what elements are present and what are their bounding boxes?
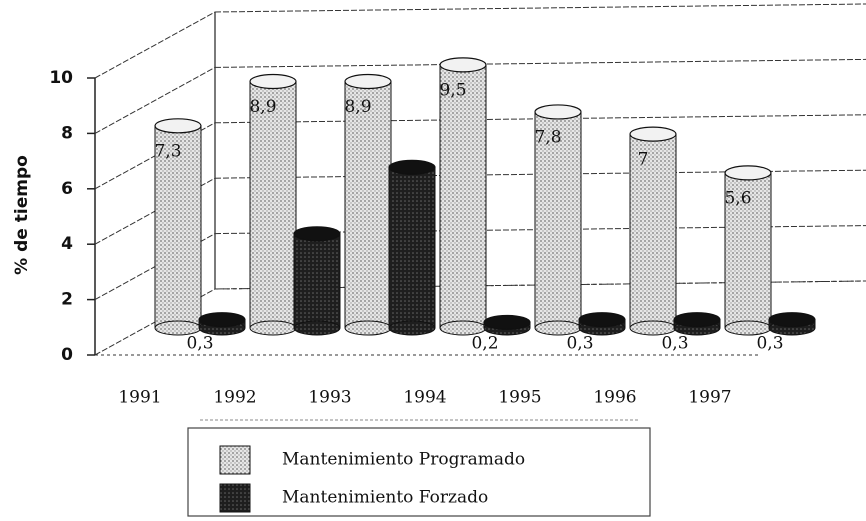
y-tick-label: 0 xyxy=(61,345,73,365)
bar xyxy=(344,80,392,329)
data-label: 0,3 xyxy=(186,334,213,354)
legend-swatch xyxy=(219,483,251,513)
x-tick-label: 1996 xyxy=(593,388,636,408)
grid-line xyxy=(94,66,216,134)
data-label: 8,9 xyxy=(344,97,371,117)
x-tick-label: 1992 xyxy=(213,388,256,408)
bar-top xyxy=(483,314,531,331)
y-tick-label: 2 xyxy=(61,290,73,310)
bar-top xyxy=(578,312,626,328)
y-tick-label: 10 xyxy=(49,68,73,88)
bar-top xyxy=(388,159,436,175)
data-label: 9,5 xyxy=(439,80,466,100)
x-tick-label: 1994 xyxy=(403,388,446,408)
bar-base xyxy=(388,320,436,336)
bar xyxy=(293,233,341,329)
bar xyxy=(388,166,436,329)
x-tick-label: 1993 xyxy=(308,388,351,408)
data-label: 0,3 xyxy=(756,334,783,354)
bar-top xyxy=(344,73,392,90)
bar-base xyxy=(293,320,341,336)
grid-line xyxy=(214,58,866,68)
bar-top xyxy=(768,312,816,328)
bar-top xyxy=(629,126,677,142)
bar-top xyxy=(198,312,246,328)
bar-top xyxy=(293,226,341,242)
data-label: 5,6 xyxy=(724,188,751,208)
legend-label: Mantenimiento Forzado xyxy=(282,488,488,508)
bar xyxy=(439,64,487,329)
data-label: 7 xyxy=(638,150,649,170)
data-label: 8,9 xyxy=(249,97,276,117)
data-label: 0,3 xyxy=(661,334,688,354)
bar-top xyxy=(724,165,772,181)
bar-base xyxy=(344,320,392,336)
data-label: 7,3 xyxy=(154,141,181,161)
grid-line xyxy=(214,3,866,13)
legend-label: Mantenimiento Programado xyxy=(282,450,525,470)
y-tick-label: 8 xyxy=(61,123,73,143)
y-tick-label: 6 xyxy=(61,179,73,199)
bar xyxy=(534,111,582,329)
x-tick-label: 1997 xyxy=(688,388,731,408)
data-label: 7,8 xyxy=(534,127,561,147)
bar-top xyxy=(534,104,582,120)
legend-box xyxy=(187,427,651,517)
bar xyxy=(724,172,772,329)
bar-base xyxy=(249,320,297,336)
bar xyxy=(249,80,297,329)
y-axis-label: % de tiempo xyxy=(12,155,32,275)
x-tick-label: 1995 xyxy=(498,388,541,408)
bar xyxy=(629,133,677,329)
data-label: 0,2 xyxy=(471,334,498,354)
y-tick-label: 4 xyxy=(61,234,73,254)
x-tick-label: 1991 xyxy=(118,388,161,408)
legend-swatch xyxy=(219,445,251,475)
bar-top xyxy=(249,73,297,90)
bar-top xyxy=(154,118,202,134)
data-label: 0,3 xyxy=(566,334,593,354)
bar-top xyxy=(673,312,721,328)
grid-line xyxy=(94,11,216,79)
bar-top xyxy=(439,57,487,73)
